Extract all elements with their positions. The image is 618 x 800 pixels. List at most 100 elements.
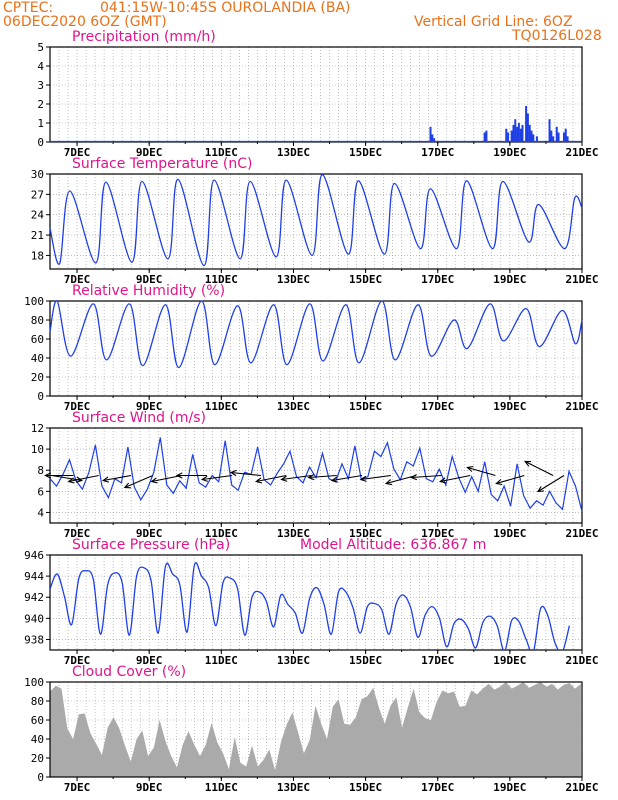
wind-arrow-head bbox=[150, 477, 158, 484]
pres-ytick-label: 942 bbox=[24, 591, 44, 604]
pres-xtick-label: 15DEC bbox=[349, 654, 382, 667]
precip-bar bbox=[564, 128, 567, 142]
header-code: TQ0126L028 bbox=[512, 28, 602, 44]
wind-arrow bbox=[331, 474, 363, 482]
pres-panel: 938 940 942 944 946 7DEC 9DEC 11DEC 13DEC 15DEC 17… bbox=[24, 549, 598, 667]
pres-xtick-label: 19DEC bbox=[493, 654, 526, 667]
precip-ytick-label: 2 bbox=[37, 98, 44, 111]
rh-ytick-label: 100 bbox=[24, 295, 44, 308]
wind-xtick-label: 11DEC bbox=[205, 527, 238, 540]
temp-xtick-label: 11DEC bbox=[205, 273, 238, 286]
cloud-title: Cloud Cover (%) bbox=[72, 664, 187, 680]
pres-annotation: Model Altitude: 636.867 m bbox=[300, 537, 487, 553]
rh-xtick-label: 21DEC bbox=[565, 400, 598, 413]
cloud-xtick-label: 15DEC bbox=[349, 781, 382, 794]
header-date: 06DEC2020 6OZ (GMT) bbox=[3, 14, 167, 30]
precip-bar bbox=[485, 130, 488, 142]
temp-panel: 18 21 24 27 30 7DEC 9DEC 11DEC 13DEC 15DEC 17DEC 19… bbox=[31, 168, 599, 286]
temp-ytick-label: 18 bbox=[31, 249, 44, 262]
rh-ytick-label: 20 bbox=[31, 371, 44, 384]
wind-xtick-label: 9DEC bbox=[136, 527, 163, 540]
temp-ytick-label: 21 bbox=[31, 229, 44, 242]
wind-arrow-head bbox=[254, 477, 263, 484]
precip-bar bbox=[555, 126, 558, 142]
temp-xtick-label: 7DEC bbox=[64, 273, 91, 286]
wind-arrow-head bbox=[307, 474, 315, 481]
rh-title: Relative Humidity (%) bbox=[72, 283, 226, 299]
precip-bar bbox=[507, 132, 510, 142]
cloud-xtick-label: 7DEC bbox=[64, 781, 91, 794]
pres-xtick-label: 7DEC bbox=[64, 654, 91, 667]
cloud-area bbox=[50, 682, 581, 777]
wind-panel: 4 6 8 10 12 7DEC 9DEC 11DEC 13DEC 15DEC 17DEC 19DEC… bbox=[31, 422, 599, 540]
precip-xtick-label: 21DEC bbox=[565, 146, 598, 159]
wind-arrow bbox=[230, 471, 262, 477]
precip-bar bbox=[557, 132, 560, 142]
pres-xtick-label: 13DEC bbox=[277, 654, 310, 667]
wind-arrow-head bbox=[123, 482, 131, 489]
temp-xtick-label: 13DEC bbox=[277, 273, 310, 286]
rh-frame bbox=[49, 300, 583, 397]
precip-bar bbox=[431, 134, 434, 142]
rh-xtick-label: 19DEC bbox=[493, 400, 526, 413]
wind-arrow-head bbox=[175, 472, 183, 479]
wind-arrow bbox=[360, 474, 391, 481]
precip-bar bbox=[525, 105, 528, 142]
wind-arrow-head bbox=[523, 460, 532, 467]
wind-arrow-head bbox=[330, 476, 338, 483]
wind-arrow-head bbox=[280, 475, 288, 482]
rh-ytick-label: 80 bbox=[31, 314, 44, 327]
precip-xtick-label: 19DEC bbox=[493, 146, 526, 159]
wind-arrow-head bbox=[359, 475, 367, 482]
rh-ytick-label: 40 bbox=[31, 352, 44, 365]
wind-ytick-label: 12 bbox=[31, 422, 44, 435]
precip-xtick-label: 17DEC bbox=[421, 146, 454, 159]
precip-xtick-label: 13DEC bbox=[277, 146, 310, 159]
cloud-ytick-label: 60 bbox=[31, 714, 44, 727]
rh-xtick-label: 9DEC bbox=[136, 400, 163, 413]
wind-xtick-label: 13DEC bbox=[277, 527, 310, 540]
wind-arrow bbox=[411, 474, 442, 479]
wind-arrow bbox=[256, 474, 287, 483]
cloud-ytick-label: 80 bbox=[31, 695, 44, 708]
temp-ytick-label: 27 bbox=[31, 188, 44, 201]
rh-xtick-label: 17DEC bbox=[421, 400, 454, 413]
wind-line bbox=[49, 437, 583, 512]
wind-xtick-label: 7DEC bbox=[64, 527, 91, 540]
temp-xtick-label: 17DEC bbox=[421, 273, 454, 286]
wind-arrow-head bbox=[67, 477, 75, 484]
wind-xtick-label: 17DEC bbox=[421, 527, 454, 540]
temp-xtick-label: 15DEC bbox=[349, 273, 382, 286]
pres-xtick-label: 11DEC bbox=[205, 654, 238, 667]
wind-arrow-head bbox=[410, 474, 418, 481]
wind-arrow-head bbox=[495, 479, 503, 486]
cloud-ytick-label: 20 bbox=[31, 752, 44, 765]
precip-bar bbox=[526, 113, 529, 142]
rh-xtick-label: 15DEC bbox=[349, 400, 382, 413]
wind-xtick-label: 19DEC bbox=[493, 527, 526, 540]
wind-arrow bbox=[151, 474, 182, 483]
precip-bar bbox=[548, 119, 551, 142]
wind-arrow-head bbox=[44, 472, 52, 479]
precip-bar bbox=[512, 124, 515, 142]
wind-xtick-label: 15DEC bbox=[349, 527, 382, 540]
wind-arrow-head bbox=[438, 477, 447, 484]
temp-xtick-label: 19DEC bbox=[493, 273, 526, 286]
precip-bar bbox=[521, 124, 524, 142]
wind-arrow bbox=[440, 474, 471, 483]
pres-title: Surface Pressure (hPa) bbox=[72, 537, 231, 553]
wind-arrow bbox=[385, 474, 417, 485]
precip-ytick-label: 0 bbox=[37, 136, 44, 149]
precip-xtick-label: 11DEC bbox=[205, 146, 238, 159]
wind-arrow bbox=[308, 474, 337, 479]
precip-bar bbox=[505, 128, 508, 142]
rh-xtick-label: 13DEC bbox=[277, 400, 310, 413]
precip-bar bbox=[514, 119, 517, 142]
precip-bar bbox=[517, 123, 520, 142]
cloud-xtick-label: 9DEC bbox=[136, 781, 163, 794]
precip-xtick-label: 7DEC bbox=[64, 146, 91, 159]
precip-bar bbox=[429, 126, 432, 142]
precip-ytick-label: 5 bbox=[37, 41, 44, 54]
wind-arrow bbox=[202, 474, 233, 481]
